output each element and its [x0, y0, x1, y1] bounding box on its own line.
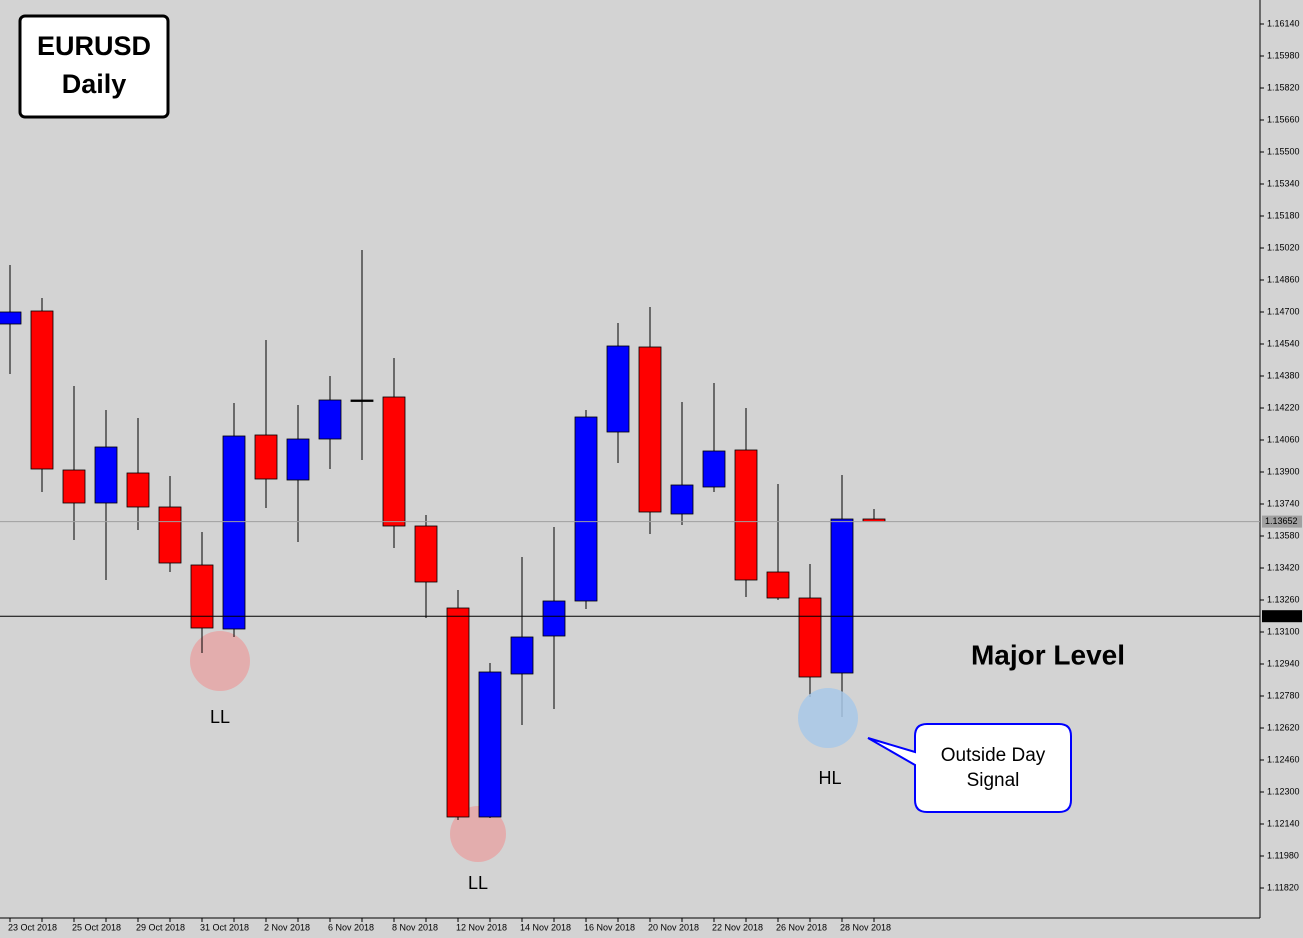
candle-body — [94, 446, 118, 504]
y-tick-label: 1.13580 — [1267, 530, 1300, 540]
y-tick-label: 1.12140 — [1267, 818, 1300, 828]
y-tick-label: 1.12780 — [1267, 690, 1300, 700]
candle-body — [254, 434, 278, 480]
candle-body — [222, 435, 246, 630]
x-tick-label: 8 Nov 2018 — [392, 922, 438, 932]
swing-marker — [798, 688, 858, 748]
y-tick-label: 1.12460 — [1267, 754, 1300, 764]
candle-body — [0, 311, 22, 325]
swing-label: LL — [468, 873, 488, 893]
candle-body — [542, 600, 566, 637]
level-label: Major Level — [971, 639, 1125, 670]
y-tick-label: 1.15180 — [1267, 210, 1300, 220]
candle-body — [286, 438, 310, 481]
y-tick-label: 1.15020 — [1267, 242, 1300, 252]
y-tick-label: 1.14540 — [1267, 338, 1300, 348]
candle-body — [126, 472, 150, 508]
x-tick-label: 31 Oct 2018 — [200, 922, 249, 932]
candle-body — [606, 345, 630, 433]
y-tick-label: 1.16140 — [1267, 18, 1300, 28]
candle-body — [702, 450, 726, 488]
y-tick-label: 1.14060 — [1267, 434, 1300, 444]
x-tick-label: 16 Nov 2018 — [584, 922, 635, 932]
swing-marker — [450, 806, 506, 862]
y-tick-label: 1.14380 — [1267, 370, 1300, 380]
candle-body — [414, 525, 438, 583]
y-tick-label: 1.13420 — [1267, 562, 1300, 572]
candle-body — [62, 469, 86, 504]
candle-body — [478, 671, 502, 818]
candle-body — [350, 399, 374, 402]
price-tag — [1262, 515, 1302, 528]
x-tick-label: 25 Oct 2018 — [72, 922, 121, 932]
swing-marker — [190, 631, 250, 691]
candle-body — [318, 399, 342, 440]
x-tick-label: 14 Nov 2018 — [520, 922, 571, 932]
callout-box — [867, 723, 1072, 813]
y-tick-label: 1.13740 — [1267, 498, 1300, 508]
y-tick-label: 1.12620 — [1267, 722, 1300, 732]
candle-body — [638, 346, 662, 513]
x-tick-label: 6 Nov 2018 — [328, 922, 374, 932]
price-tag-label: 1.13179 — [1265, 611, 1298, 621]
candle-body — [670, 484, 694, 515]
candle-body — [830, 518, 854, 674]
price-tag — [1262, 610, 1302, 623]
x-tick-label: 2 Nov 2018 — [264, 922, 310, 932]
y-tick-label: 1.15500 — [1267, 146, 1300, 156]
x-tick-label: 12 Nov 2018 — [456, 922, 507, 932]
candle-body — [798, 597, 822, 678]
chart-title: EURUSD — [37, 31, 151, 61]
candle-body — [158, 506, 182, 564]
y-tick-label: 1.15340 — [1267, 178, 1300, 188]
y-tick-label: 1.14860 — [1267, 274, 1300, 284]
candle-body — [574, 416, 598, 602]
y-tick-label: 1.15660 — [1267, 114, 1300, 124]
candle-body — [510, 636, 534, 675]
y-tick-label: 1.11820 — [1267, 882, 1299, 892]
y-tick-label: 1.15980 — [1267, 50, 1300, 60]
y-tick-label: 1.12940 — [1267, 658, 1300, 668]
x-tick-label: 23 Oct 2018 — [8, 922, 57, 932]
swing-label: HL — [818, 768, 841, 788]
y-tick-label: 1.14220 — [1267, 402, 1300, 412]
candle-body — [734, 449, 758, 581]
x-tick-label: 29 Oct 2018 — [136, 922, 185, 932]
callout-text: Signal — [967, 770, 1020, 791]
candles — [0, 250, 886, 820]
y-tick-label: 1.15820 — [1267, 82, 1300, 92]
chart-subtitle: Daily — [62, 69, 127, 99]
x-tick-label: 20 Nov 2018 — [648, 922, 699, 932]
x-tick-label: 28 Nov 2018 — [840, 922, 891, 932]
callout-text: Outside Day — [941, 745, 1046, 766]
candle-body — [30, 310, 54, 470]
y-tick-label: 1.14700 — [1267, 306, 1300, 316]
y-tick-label: 1.12300 — [1267, 786, 1300, 796]
x-tick-label: 26 Nov 2018 — [776, 922, 827, 932]
candle-body — [190, 564, 214, 629]
candle-body — [382, 396, 406, 527]
swing-label: LL — [210, 707, 230, 727]
y-tick-label: 1.11980 — [1267, 850, 1299, 860]
y-tick-label: 1.13260 — [1267, 594, 1300, 604]
price-tag-label: 1.13652 — [1265, 516, 1298, 526]
y-tick-label: 1.13900 — [1267, 466, 1300, 476]
candle-body — [446, 607, 470, 818]
x-tick-label: 22 Nov 2018 — [712, 922, 763, 932]
candle-body — [766, 571, 790, 599]
y-tick-label: 1.13100 — [1267, 626, 1300, 636]
title-box — [18, 14, 170, 119]
